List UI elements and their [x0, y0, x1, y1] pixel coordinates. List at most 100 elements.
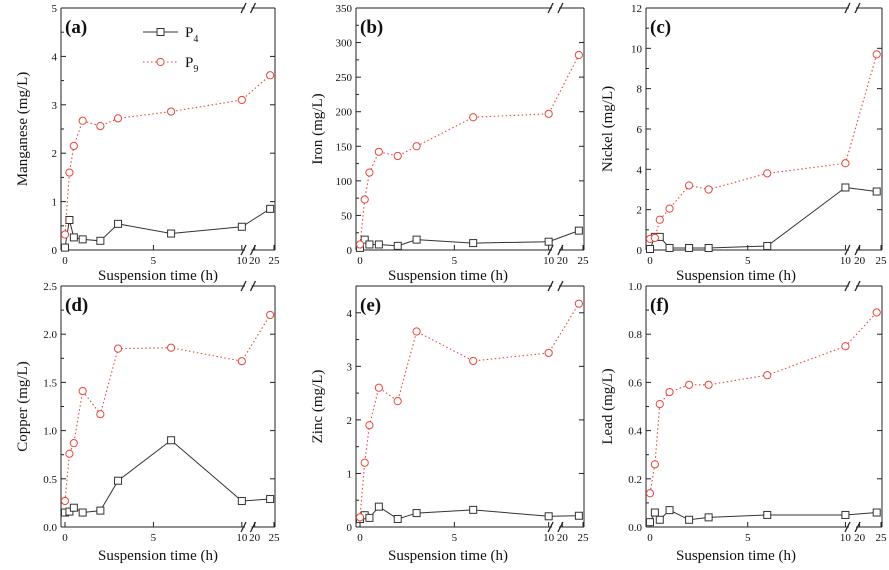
y-tick-label: 12 — [631, 3, 642, 15]
x-axis-label: Suspension time (h) — [98, 548, 218, 564]
axis-break-mark — [547, 280, 564, 292]
data-point-circle — [60, 496, 70, 506]
data-point-circle — [393, 397, 402, 406]
series-line-1 — [359, 54, 580, 245]
data-point-circle — [665, 204, 674, 213]
x-tick-label: 10 — [543, 532, 555, 544]
legend: P4 P9 — [143, 25, 198, 75]
data-point-square — [655, 515, 664, 524]
data-point-square — [266, 204, 275, 213]
data-point-square — [360, 235, 369, 244]
data-point-circle — [645, 489, 655, 498]
data-point-square — [704, 513, 713, 522]
data-point-circle — [763, 169, 772, 178]
y-tick-label: 0.0 — [628, 522, 642, 534]
panel-b: 0 50 100 150 200 250 300 350 0 5 10 20 25 Iron (mg/L)… — [310, 2, 590, 284]
data-point-circle — [393, 151, 402, 161]
data-point-square — [544, 237, 553, 246]
data-point-square — [469, 239, 478, 248]
data-point-circle — [655, 215, 664, 224]
data-point-circle — [237, 95, 246, 105]
data-point-circle — [412, 142, 421, 151]
data-point-square — [872, 508, 881, 517]
data-point-square — [96, 236, 105, 245]
y-tick-label: 4 — [347, 308, 353, 320]
data-point-square — [365, 240, 374, 249]
y-tick-label: 0 — [347, 245, 353, 257]
data-point-circle — [650, 460, 659, 469]
data-point-square — [96, 506, 105, 515]
data-point-square — [114, 476, 123, 485]
series-line-1 — [649, 54, 878, 240]
y-tick-label: 1.5 — [43, 377, 57, 389]
data-point-square — [114, 219, 123, 228]
data-point-circle — [544, 109, 553, 118]
x-tick-label: 5 — [151, 532, 157, 544]
x-tick-label: 10 — [236, 255, 248, 267]
y-tick-label: 350 — [336, 3, 353, 15]
data-point-circle — [684, 380, 694, 389]
x-axis-label: Suspension time (h) — [388, 548, 508, 564]
data-point-circle — [360, 195, 369, 204]
data-point-square — [650, 508, 659, 517]
y-tick-label: 100 — [336, 176, 353, 188]
y-tick-label: 5 — [52, 3, 58, 15]
x-axis-label: Suspension time (h) — [388, 268, 508, 284]
y-tick-label: 250 — [336, 72, 353, 84]
y-tick-label: 6 — [637, 124, 643, 136]
data-point-circle — [78, 116, 87, 125]
data-point-square — [393, 514, 402, 523]
panel-label: (d) — [65, 295, 88, 316]
panel-label: (c) — [650, 17, 671, 38]
x-tick-label: 10 — [840, 532, 852, 544]
data-point-square — [365, 513, 374, 522]
data-point-square — [374, 240, 383, 249]
legend-label: P4 — [185, 25, 198, 45]
y-tick-label: 1 — [52, 197, 58, 209]
data-point-circle — [544, 348, 553, 358]
axis-break-mark — [240, 244, 257, 256]
data-point-circle — [469, 356, 478, 366]
axis-break-mark — [547, 244, 564, 256]
data-point-circle — [412, 327, 421, 336]
data-point-circle — [166, 343, 176, 352]
y-axis-label: Manganese (mg/L) — [15, 72, 31, 187]
data-point-circle — [665, 387, 674, 397]
x-axis-label: Suspension time (h) — [98, 268, 218, 284]
x-tick-label: 10 — [543, 255, 555, 267]
y-tick-label: 0.8 — [628, 329, 642, 341]
panel-f: 0.0 0.2 0.4 0.6 0.8 1.0 0 5 10 20 25 Lead (mg/L) Sus… — [600, 280, 887, 564]
data-point-circle — [872, 308, 881, 317]
y-axis-label: Lead (mg/L) — [600, 368, 616, 444]
data-point-square — [78, 508, 87, 517]
data-point-square — [665, 243, 674, 252]
x-tick-label: 20 — [557, 532, 569, 544]
x-tick-label: 20 — [249, 532, 261, 544]
data-point-square — [841, 183, 850, 192]
axis-break-mark — [240, 280, 257, 292]
data-point-circle — [96, 121, 105, 131]
data-point-square — [646, 518, 654, 527]
y-tick-label: 50 — [341, 210, 353, 222]
x-tick-label: 5 — [452, 532, 458, 544]
y-tick-label: 4 — [52, 51, 58, 63]
y-tick-label: 4 — [637, 164, 643, 176]
y-tick-label: 0.0 — [43, 522, 57, 534]
panel-label: (f) — [650, 295, 669, 316]
panel-a: 0 1 2 3 4 5 0 5 10 20 25 Manganese (mg/L) Suspension… — [15, 2, 280, 284]
data-point-square — [469, 505, 478, 514]
legend-subscript: 4 — [193, 34, 198, 45]
data-point-square — [646, 244, 654, 253]
data-point-circle — [266, 310, 275, 320]
panel-d: 0.0 0.5 1.0 1.5 2.0 2.5 0 5 10 20 25 Copper (mg/L) S… — [15, 280, 280, 564]
axis-break-mark — [547, 521, 564, 533]
data-point-square — [763, 241, 772, 250]
data-point-circle — [237, 357, 246, 366]
series-line-1 — [649, 312, 878, 494]
data-point-circle — [365, 421, 374, 430]
y-tick-label: 0.4 — [628, 426, 642, 438]
axis-break-mark — [844, 280, 861, 292]
x-tick-label: 25 — [578, 255, 590, 267]
